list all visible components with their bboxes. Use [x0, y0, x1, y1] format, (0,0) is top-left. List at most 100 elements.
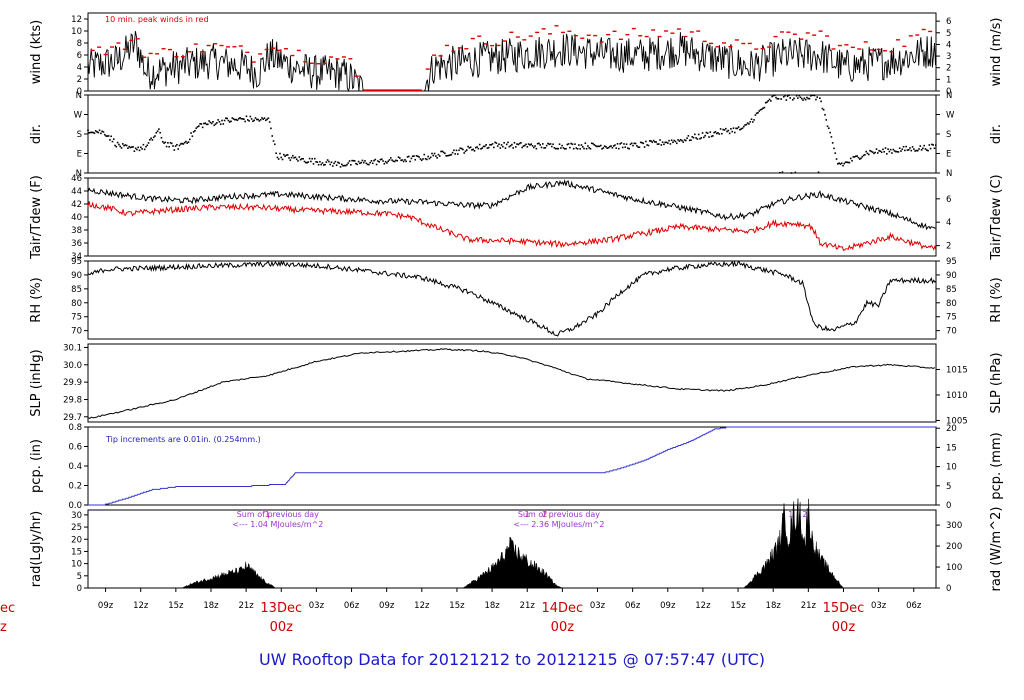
direction-point	[517, 143, 520, 146]
direction-point	[549, 143, 552, 145]
y-tick-label-wind: 8	[77, 39, 82, 49]
direction-point	[259, 119, 262, 121]
direction-point	[91, 131, 93, 134]
direction-point	[916, 149, 919, 152]
direction-point	[724, 127, 727, 130]
direction-point	[763, 106, 766, 109]
direction-point	[319, 160, 321, 163]
direction-point	[781, 171, 784, 173]
direction-point	[446, 154, 449, 157]
direction-point	[484, 145, 486, 148]
direction-point	[871, 151, 874, 153]
direction-point	[217, 119, 219, 121]
direction-point	[454, 153, 456, 155]
time-tick-label: 06z	[344, 601, 360, 611]
y-label-slp: SLP (inHg)	[29, 349, 44, 417]
direction-point	[489, 144, 491, 146]
direction-point	[274, 143, 276, 146]
direction-point	[214, 123, 217, 125]
direction-point	[869, 149, 871, 152]
direction-point	[250, 118, 253, 120]
direction-point	[891, 152, 893, 154]
direction-point	[450, 153, 453, 156]
direction-point	[219, 123, 222, 126]
direction-point	[330, 161, 333, 164]
direction-point	[862, 154, 865, 157]
time-tick-label: 21z	[520, 601, 536, 611]
direction-point	[619, 143, 621, 145]
panel-frame-slp	[87, 343, 937, 423]
direction-point	[445, 155, 447, 157]
radiation-area-1	[181, 561, 277, 589]
y2-tick-label-rh: 95	[946, 257, 957, 267]
direction-point	[860, 157, 862, 160]
y-tick-label-slp: 29.9	[63, 378, 82, 388]
direction-point	[692, 136, 695, 139]
direction-point	[433, 152, 436, 155]
direction-point	[465, 149, 468, 151]
y-tick-label-temp: 40	[71, 213, 82, 223]
direction-point	[490, 143, 493, 146]
direction-point	[527, 143, 530, 145]
direction-point	[587, 145, 589, 147]
direction-point	[681, 139, 683, 142]
direction-point	[230, 120, 232, 123]
direction-point	[331, 165, 334, 167]
direction-point	[235, 118, 237, 121]
direction-point	[606, 147, 609, 150]
direction-point	[733, 131, 736, 134]
direction-point	[307, 161, 310, 163]
y2-tick-label-temp: 4	[946, 218, 951, 228]
direction-point	[694, 133, 696, 136]
time-axis: 09z 12z 15z 18z 21z 03z 06z 09z 12z 15z 18z 21z 03z 0…	[0, 588, 922, 635]
direction-point	[140, 146, 142, 149]
direction-point	[895, 150, 897, 153]
direction-point	[106, 135, 109, 137]
direction-point	[389, 157, 392, 159]
direction-point	[382, 160, 384, 162]
direction-point	[262, 118, 265, 121]
direction-point	[856, 155, 858, 157]
direction-point	[320, 163, 322, 166]
direction-point	[543, 147, 545, 149]
direction-point	[630, 142, 633, 145]
direction-point	[200, 123, 203, 125]
direction-point	[192, 131, 195, 133]
y-tick-label-rad: 30	[71, 511, 82, 521]
direction-point	[365, 162, 368, 165]
y2-tick-label-wind: 4	[946, 40, 951, 50]
direction-point	[714, 131, 717, 133]
y-tick-label-rad: 15	[71, 547, 82, 557]
direction-point	[701, 132, 704, 134]
direction-point	[674, 140, 677, 143]
direction-point	[900, 150, 902, 152]
direction-point	[813, 94, 816, 97]
direction-point	[861, 155, 864, 158]
series-wind-1	[87, 31, 936, 93]
direction-point	[344, 164, 347, 167]
direction-point	[237, 117, 240, 120]
direction-point	[892, 148, 895, 151]
direction-point	[867, 153, 870, 156]
direction-point	[316, 161, 319, 163]
direction-point	[516, 143, 518, 145]
direction-point	[616, 142, 619, 145]
direction-point	[651, 141, 654, 144]
direction-point	[177, 148, 179, 150]
direction-point	[581, 145, 584, 148]
direction-point	[438, 155, 441, 157]
day-sublabel-2: 00z	[551, 620, 575, 635]
direction-point	[715, 132, 718, 135]
time-tick-label: 18z	[766, 601, 782, 611]
direction-point	[526, 146, 529, 148]
direction-point	[585, 147, 588, 150]
direction-point	[576, 148, 579, 150]
direction-point	[98, 129, 101, 132]
direction-point	[393, 160, 396, 163]
direction-point	[249, 115, 252, 118]
direction-point	[837, 163, 839, 165]
direction-point	[800, 97, 803, 100]
direction-point	[284, 155, 286, 157]
direction-point	[149, 138, 151, 141]
direction-point	[374, 158, 377, 161]
